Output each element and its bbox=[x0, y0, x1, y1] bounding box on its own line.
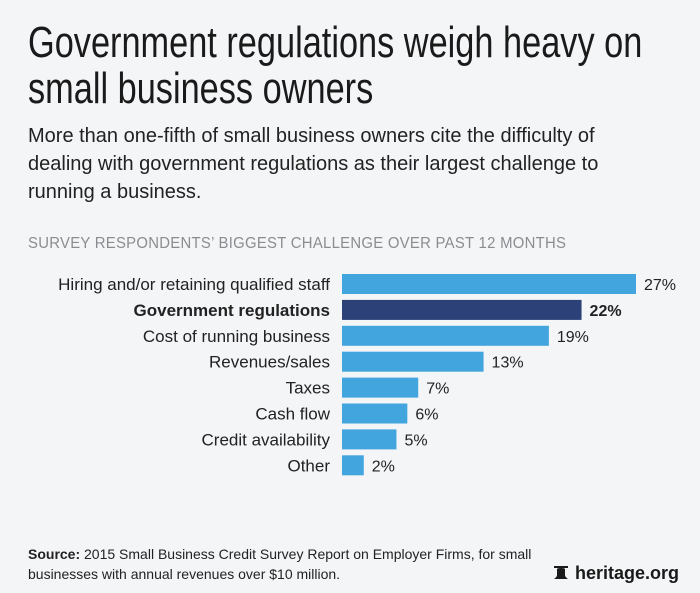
data-label: 27% bbox=[644, 277, 676, 294]
logo-text: heritage.org bbox=[575, 563, 680, 583]
category-label: Taxes bbox=[286, 379, 330, 398]
liberty-bell-icon bbox=[554, 566, 568, 579]
source-label: Source: bbox=[28, 546, 81, 562]
source-note: Source: 2015 Small Business Credit Surve… bbox=[28, 544, 538, 584]
page-title: Government regulations weigh heavy on sm… bbox=[28, 20, 642, 112]
bar bbox=[342, 429, 397, 450]
category-label: Other bbox=[287, 456, 330, 475]
category-label: Revenues/sales bbox=[209, 353, 330, 372]
data-label: 22% bbox=[590, 303, 622, 320]
data-label: 13% bbox=[492, 355, 524, 372]
category-label: Hiring and/or retaining qualified staff bbox=[58, 275, 330, 294]
heritage-logo: heritage.org bbox=[553, 562, 679, 584]
bar bbox=[342, 299, 582, 320]
data-label: 6% bbox=[415, 407, 438, 424]
bar bbox=[342, 403, 408, 424]
title-line-2: small business owners bbox=[28, 64, 374, 113]
data-label: 5% bbox=[404, 432, 427, 449]
bar bbox=[342, 325, 549, 346]
bar bbox=[342, 377, 419, 398]
bar bbox=[342, 455, 364, 476]
bar bbox=[342, 351, 484, 372]
bar bbox=[342, 274, 636, 294]
category-label: Credit availability bbox=[202, 430, 331, 449]
subtitle: More than one-fifth of small business ow… bbox=[28, 125, 599, 203]
category-label: Cash flow bbox=[255, 405, 330, 424]
data-label: 2% bbox=[372, 458, 395, 475]
title-line-1: Government regulations weigh heavy on bbox=[28, 18, 643, 67]
category-label: Cost of running business bbox=[143, 327, 330, 346]
data-label: 19% bbox=[557, 329, 589, 346]
source-text: 2015 Small Business Credit Survey Report… bbox=[28, 546, 532, 582]
data-label: 7% bbox=[426, 381, 449, 398]
chart-title: SURVEY RESPONDENTS’ BIGGEST CHALLENGE OV… bbox=[28, 235, 567, 252]
category-label: Government regulations bbox=[134, 301, 330, 320]
